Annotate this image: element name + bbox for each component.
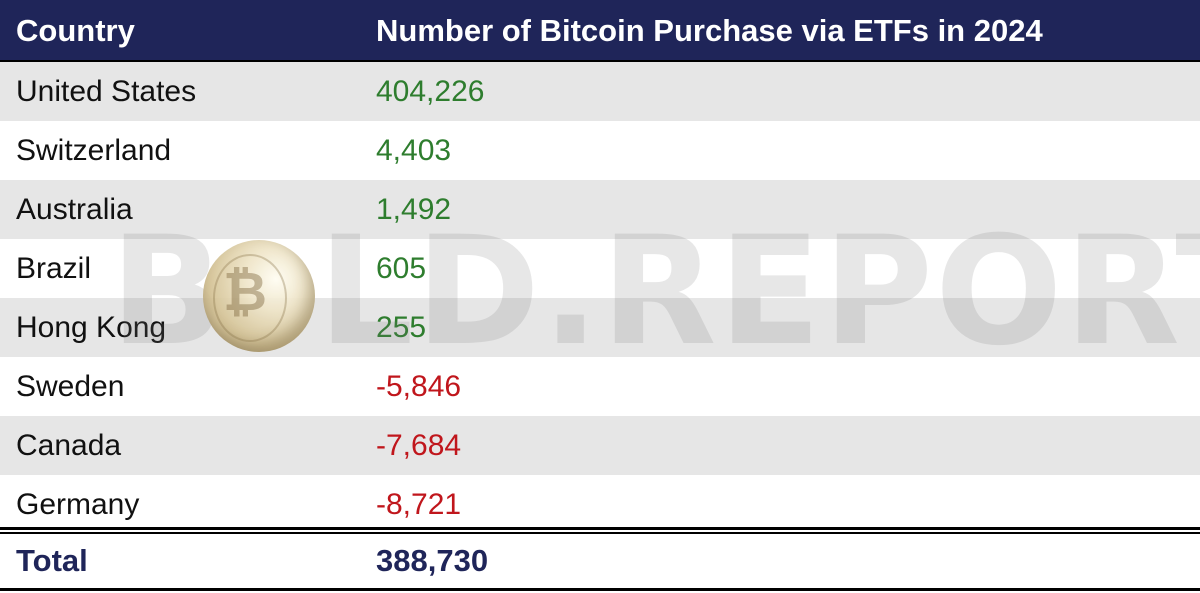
value-cell: 4,403 <box>376 134 452 167</box>
total-label: Total <box>16 543 88 578</box>
table-bottom-border <box>0 588 1200 591</box>
table-row: Brazil 605 <box>0 239 1200 298</box>
table-row: Hong Kong 255 <box>0 298 1200 357</box>
value-cell: 404,226 <box>376 75 485 108</box>
value-cell: -7,684 <box>376 429 462 462</box>
country-cell: Hong Kong <box>16 311 167 344</box>
table-row: Canada -7,684 <box>0 416 1200 475</box>
country-cell: Germany <box>16 488 140 521</box>
value-cell: -5,846 <box>376 370 462 403</box>
table-row: Germany -8,721 <box>0 475 1200 534</box>
total-value: 388,730 <box>376 543 489 578</box>
table-row: United States 404,226 <box>0 62 1200 121</box>
country-cell: Sweden <box>16 370 125 403</box>
header-etf-purchases: Number of Bitcoin Purchase via ETFs in 2… <box>376 13 1043 48</box>
total-divider <box>0 527 1200 534</box>
value-cell: 1,492 <box>376 193 452 226</box>
value-cell: 605 <box>376 252 427 285</box>
table-row: Switzerland 4,403 <box>0 121 1200 180</box>
country-cell: Brazil <box>16 252 92 285</box>
header-country: Country <box>16 13 135 48</box>
table-row: Australia 1,492 <box>0 180 1200 239</box>
country-cell: Canada <box>16 429 122 462</box>
table-row: Sweden -5,846 <box>0 357 1200 416</box>
country-cell: United States <box>16 75 197 108</box>
country-cell: Australia <box>16 193 133 226</box>
value-cell: -8,721 <box>376 488 462 521</box>
table-header: Country Number of Bitcoin Purchase via E… <box>0 0 1200 62</box>
value-cell: 255 <box>376 311 427 344</box>
total-row: Total 388,730 <box>0 534 1200 588</box>
country-cell: Switzerland <box>16 134 172 167</box>
